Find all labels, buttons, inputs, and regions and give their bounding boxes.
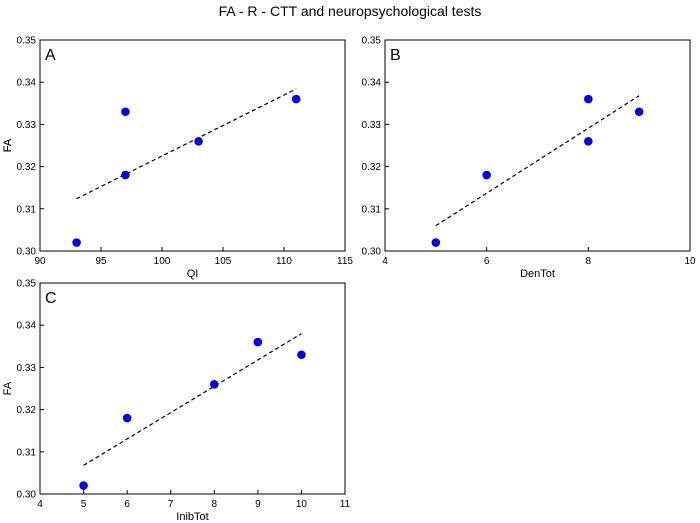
x-tick-label: 10 xyxy=(296,499,308,510)
x-tick-label: 4 xyxy=(37,499,43,510)
x-axis-label: InibTot xyxy=(176,511,208,523)
fit-line xyxy=(83,333,302,466)
data-point xyxy=(297,350,306,360)
y-tick-label: 0.34 xyxy=(17,321,37,332)
x-tick-label: 10 xyxy=(684,256,696,267)
y-axis-label: FA xyxy=(2,381,14,395)
fit-line xyxy=(76,88,297,200)
data-point xyxy=(584,136,593,146)
panel-label: A xyxy=(45,47,56,64)
data-point xyxy=(122,413,132,423)
y-tick-label: 0.31 xyxy=(17,447,37,458)
data-point xyxy=(291,94,301,104)
y-tick-label: 0.35 xyxy=(362,36,382,47)
y-tick-label: 0.32 xyxy=(362,162,382,173)
data-point xyxy=(584,94,593,104)
x-tick-label: 105 xyxy=(215,256,232,267)
axes-frame xyxy=(384,39,691,252)
x-tick-label: 8 xyxy=(212,499,218,510)
data-point xyxy=(194,136,203,146)
y-tick-label: 0.31 xyxy=(17,204,37,215)
y-tick-label: 0.33 xyxy=(17,120,37,131)
y-tick-label: 0.34 xyxy=(362,78,382,89)
x-tick-label: 115 xyxy=(337,256,353,267)
x-tick-label: 100 xyxy=(154,256,171,267)
x-axis-label: DenTot xyxy=(520,268,555,280)
panel-label: C xyxy=(45,290,57,307)
data-point xyxy=(79,481,88,490)
x-tick-label: 110 xyxy=(276,256,292,267)
y-axis-label: FA xyxy=(2,138,14,152)
y-tick-label: 0.35 xyxy=(17,279,37,290)
data-point xyxy=(634,107,644,117)
x-tick-label: 4 xyxy=(382,256,388,267)
y-tick-label: 0.30 xyxy=(17,247,37,258)
data-point xyxy=(72,238,81,247)
figure-title: FA - R - CTT and neuropsychological test… xyxy=(219,3,482,19)
panel-c: 4 5 6 7 8 9 10 11 0.30 0.31 0.32 0.33 0.34 0.35 InibTo… xyxy=(2,279,351,523)
x-tick-label: 95 xyxy=(95,256,107,267)
x-tick-label: 8 xyxy=(586,256,592,267)
panel-label: B xyxy=(390,47,401,64)
x-tick-label: 7 xyxy=(168,499,174,510)
x-tick-label: 90 xyxy=(34,256,46,267)
y-tick-label: 0.33 xyxy=(362,120,382,131)
x-tick-label: 5 xyxy=(81,499,87,510)
y-tick-label: 0.32 xyxy=(17,162,37,173)
data-point xyxy=(253,337,263,347)
x-axis-label: QI xyxy=(187,268,199,280)
y-tick-label: 0.30 xyxy=(362,247,382,258)
y-tick-label: 0.30 xyxy=(17,490,37,501)
panel-a: 90 95 100 105 110 115 0.30 0.31 0.32 0.33 0.34 0.35… xyxy=(2,36,353,281)
y-tick-label: 0.31 xyxy=(362,204,382,215)
x-tick-label: 6 xyxy=(484,256,490,267)
data-point xyxy=(431,238,441,247)
x-tick-label: 6 xyxy=(124,499,130,510)
fit-line xyxy=(435,95,640,227)
axes-frame xyxy=(39,282,346,495)
axes-frame xyxy=(39,39,346,252)
data-point xyxy=(121,107,130,117)
y-tick-label: 0.34 xyxy=(17,78,37,89)
data-point xyxy=(121,170,130,180)
panel-b: 4 6 8 10 0.30 0.31 0.32 0.33 0.34 0.35 DenTot FA B xyxy=(2,36,696,281)
x-tick-label: 9 xyxy=(255,499,261,510)
y-tick-label: 0.32 xyxy=(17,405,37,416)
x-tick-label: 11 xyxy=(340,499,351,510)
y-tick-label: 0.35 xyxy=(17,36,37,47)
data-point xyxy=(209,379,219,389)
y-axis-label: FA xyxy=(2,138,14,152)
y-tick-label: 0.33 xyxy=(17,363,37,374)
data-point xyxy=(482,170,491,180)
